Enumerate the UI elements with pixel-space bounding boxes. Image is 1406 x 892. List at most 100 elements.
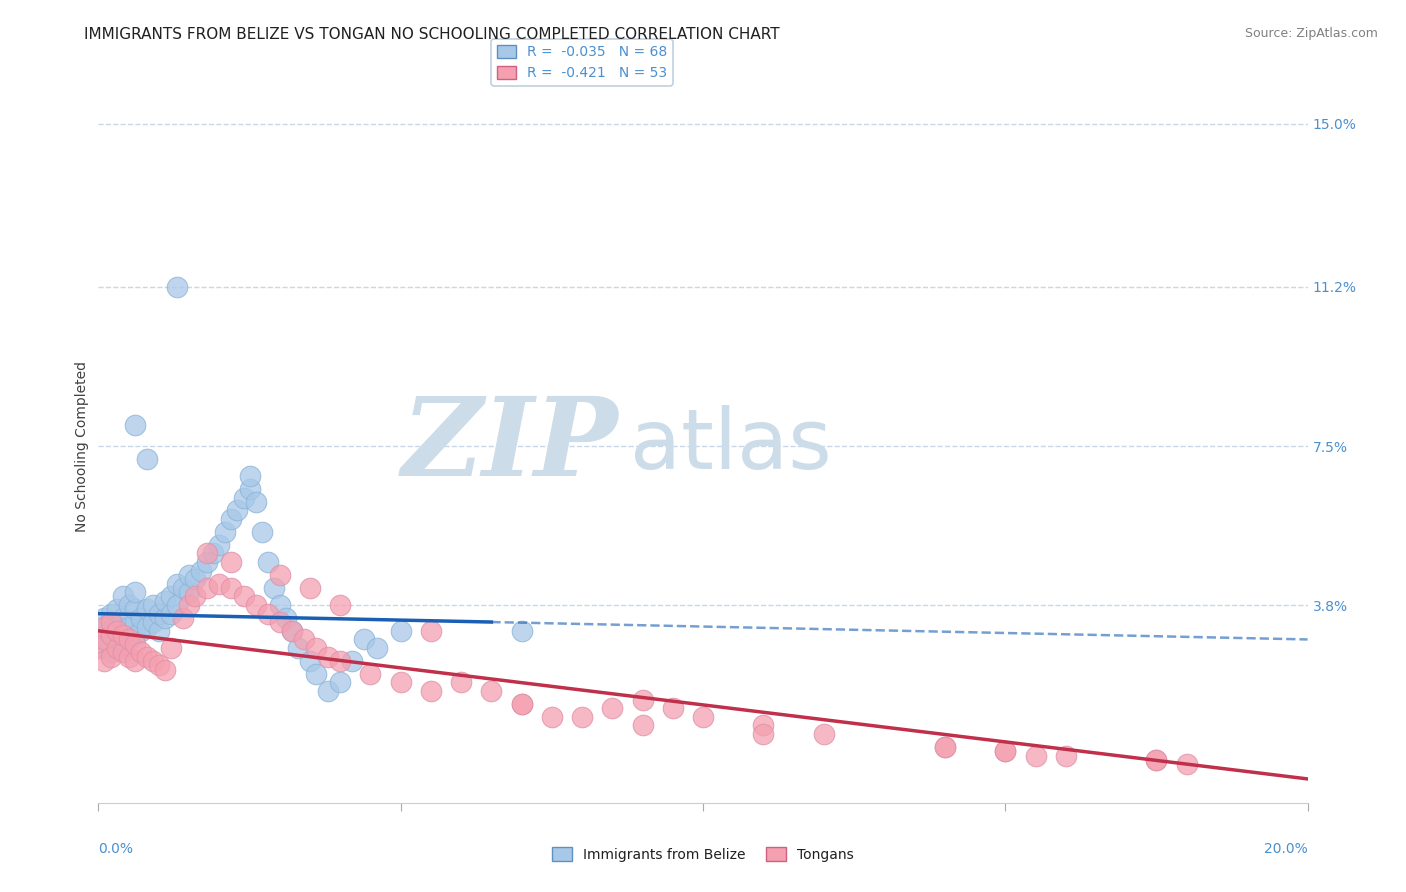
Point: [366, 641, 388, 656]
Point: [256, 607, 278, 621]
Point: [118, 619, 141, 633]
Point: [179, 568, 201, 582]
Point: [93, 611, 115, 625]
Point: [299, 581, 322, 595]
Point: [239, 469, 262, 483]
Point: [305, 666, 328, 681]
Point: [111, 611, 134, 625]
Point: [100, 607, 122, 621]
Point: [148, 658, 170, 673]
Point: [111, 624, 134, 638]
Point: [250, 524, 273, 539]
Point: [510, 624, 533, 638]
Point: [540, 710, 562, 724]
Point: [232, 590, 254, 604]
Point: [305, 641, 328, 656]
Point: [208, 538, 231, 552]
Point: [631, 692, 654, 706]
Point: [269, 615, 291, 630]
Legend: Immigrants from Belize, Tongans: Immigrants from Belize, Tongans: [547, 842, 859, 867]
Point: [232, 491, 254, 505]
Point: [316, 684, 339, 698]
Point: [195, 581, 218, 595]
Point: [124, 615, 146, 630]
Point: [124, 585, 146, 599]
Point: [226, 503, 249, 517]
Point: [661, 701, 683, 715]
Point: [221, 512, 243, 526]
Point: [93, 628, 115, 642]
Point: [142, 654, 165, 668]
Point: [105, 624, 128, 638]
Point: [135, 649, 157, 664]
Text: No Schooling Completed: No Schooling Completed: [75, 360, 89, 532]
Point: [111, 645, 134, 659]
Point: [118, 632, 141, 647]
Point: [148, 607, 170, 621]
Point: [93, 654, 115, 668]
Point: [221, 581, 243, 595]
Point: [1054, 748, 1077, 763]
Point: [934, 739, 956, 754]
Point: [316, 649, 339, 664]
Point: [195, 555, 218, 569]
Point: [172, 581, 194, 595]
Point: [87, 632, 110, 647]
Point: [1175, 757, 1198, 772]
Point: [93, 619, 115, 633]
Point: [105, 602, 128, 616]
Point: [239, 482, 262, 496]
Point: [166, 576, 188, 591]
Point: [135, 602, 157, 616]
Point: [1144, 753, 1167, 767]
Point: [269, 598, 291, 612]
Point: [153, 663, 176, 677]
Point: [752, 718, 775, 732]
Point: [100, 624, 122, 638]
Point: [481, 684, 503, 698]
Point: [160, 607, 183, 621]
Point: [172, 611, 194, 625]
Point: [124, 654, 146, 668]
Point: [135, 619, 157, 633]
Text: 20.0%: 20.0%: [1264, 842, 1308, 856]
Point: [93, 641, 115, 656]
Point: [179, 585, 201, 599]
Point: [353, 632, 375, 647]
Point: [420, 624, 443, 638]
Point: [160, 590, 183, 604]
Point: [124, 602, 146, 616]
Point: [221, 555, 243, 569]
Point: [118, 632, 141, 647]
Point: [202, 546, 225, 560]
Point: [299, 654, 322, 668]
Text: Source: ZipAtlas.com: Source: ZipAtlas.com: [1244, 27, 1378, 40]
Point: [129, 645, 152, 659]
Point: [195, 546, 218, 560]
Point: [105, 641, 128, 656]
Point: [100, 615, 122, 630]
Point: [389, 624, 412, 638]
Point: [100, 637, 122, 651]
Point: [813, 727, 835, 741]
Point: [105, 619, 128, 633]
Point: [160, 641, 183, 656]
Point: [994, 744, 1017, 758]
Point: [142, 598, 165, 612]
Point: [111, 628, 134, 642]
Text: atlas: atlas: [630, 406, 832, 486]
Point: [118, 649, 141, 664]
Point: [118, 598, 141, 612]
Point: [510, 697, 533, 711]
Point: [129, 611, 152, 625]
Point: [263, 581, 285, 595]
Point: [329, 598, 352, 612]
Point: [274, 611, 297, 625]
Point: [692, 710, 714, 724]
Point: [166, 598, 188, 612]
Point: [934, 739, 956, 754]
Point: [994, 744, 1017, 758]
Point: [129, 624, 152, 638]
Point: [184, 572, 207, 586]
Point: [124, 628, 146, 642]
